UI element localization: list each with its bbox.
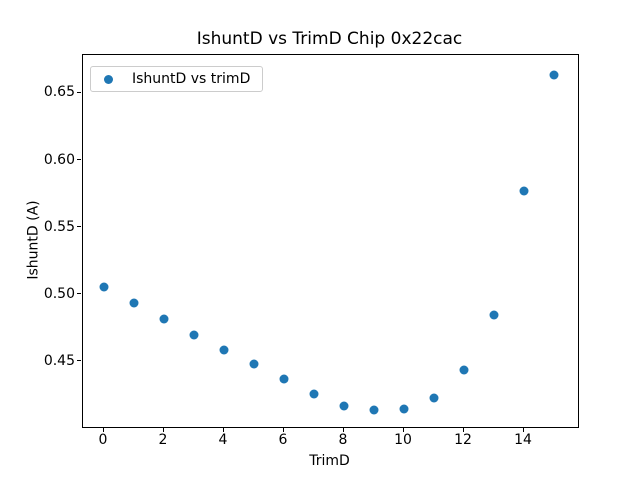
scatter-point <box>369 405 379 415</box>
x-tick-mark <box>102 428 104 432</box>
x-tick-label: 12 <box>454 432 472 448</box>
y-tick-mark <box>77 159 81 161</box>
y-axis-label: IshuntD (A) <box>25 200 42 280</box>
y-tick-label: 0.55 <box>43 218 75 235</box>
scatter-point <box>219 345 229 355</box>
x-tick-mark <box>402 428 404 432</box>
y-tick-mark <box>77 360 81 362</box>
y-tick-mark <box>77 226 81 228</box>
y-tick-label: 0.45 <box>43 352 75 369</box>
scatter-point <box>309 389 319 399</box>
scatter-point <box>519 186 529 196</box>
y-tick-label: 0.60 <box>43 151 75 168</box>
scatter-point <box>459 365 469 375</box>
scatter-point <box>429 393 439 403</box>
x-tick-label: 8 <box>338 432 348 448</box>
scatter-point <box>129 298 139 308</box>
x-tick-label: 0 <box>98 432 108 448</box>
x-tick-label: 2 <box>158 432 168 448</box>
scatter-point <box>549 70 559 80</box>
x-tick-label: 6 <box>278 432 288 448</box>
y-tick-label: 0.50 <box>43 285 75 302</box>
y-tick-mark <box>77 91 81 93</box>
x-tick-mark <box>522 428 524 432</box>
legend-marker-icon <box>104 74 113 84</box>
x-tick-mark <box>222 428 224 432</box>
x-axis-label: TrimD <box>309 453 350 469</box>
x-tick-mark <box>162 428 164 432</box>
scatter-point <box>249 359 259 369</box>
scatter-point <box>279 374 289 384</box>
scatter-point <box>339 401 349 411</box>
scatter-point <box>159 314 169 324</box>
y-tick-label: 0.65 <box>43 84 75 101</box>
x-tick-label: 10 <box>394 432 412 448</box>
x-tick-label: 14 <box>514 432 532 448</box>
x-tick-label: 4 <box>218 432 228 448</box>
scatter-point <box>489 310 499 320</box>
scatter-point <box>99 282 109 292</box>
legend: IshuntD vs trimD <box>90 66 264 92</box>
scatter-point <box>399 404 409 414</box>
x-tick-mark <box>282 428 284 432</box>
x-tick-mark <box>342 428 344 432</box>
plot-area: IshuntD vs trimD <box>82 54 579 428</box>
chart-title: IshuntD vs TrimD Chip 0x22cac <box>196 29 463 49</box>
y-tick-mark <box>77 293 81 295</box>
legend-label: IshuntD vs trimD <box>132 71 251 87</box>
scatter-point <box>189 330 199 340</box>
x-tick-mark <box>462 428 464 432</box>
